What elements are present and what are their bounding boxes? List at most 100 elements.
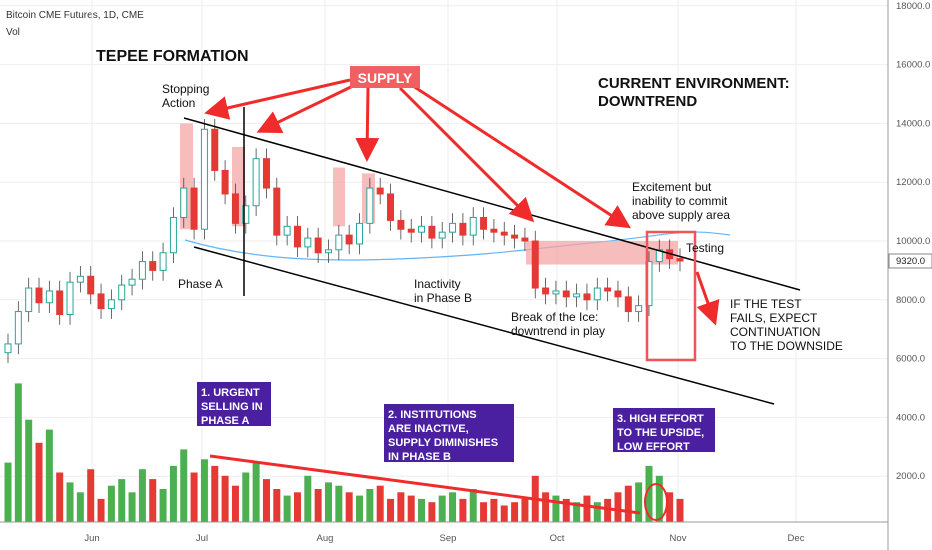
volume-bar [273,489,281,522]
volume-bar [262,479,270,522]
volume-bar [645,465,653,522]
tepee-title: TEPEE FORMATION [96,48,249,65]
candle-body [604,287,612,292]
lower-trendline [193,246,775,405]
volume-circle [644,483,668,521]
candle-body [25,287,33,313]
volume-bar [459,498,467,522]
candle-body [324,249,332,254]
volume-bar [500,505,508,522]
current-environment-text: DOWNTREND [598,93,697,110]
candle-body [66,281,74,316]
candle-body [562,290,570,298]
candle-body [200,128,208,230]
last-price-box [888,253,932,269]
volume-bar [655,475,663,522]
volume-bar [635,482,643,522]
red-arrow [695,271,720,326]
volume-bar [428,502,436,522]
volume-bar [397,492,405,522]
candle-body [366,187,374,224]
volume-bar [624,485,632,522]
red-arrow [398,86,535,223]
volume-bar [604,498,612,522]
x-tick-label: Jun [84,533,99,544]
volume-bar [221,475,229,522]
candle-body [128,278,136,286]
high-effort-box-text: LOW EFFORT [617,441,690,453]
candle-body [490,228,498,233]
candle-body [293,225,301,248]
candle-body [573,293,581,298]
volume-bar [242,472,250,522]
candle-body [252,158,260,207]
y-tick-label: 12000.0 [896,177,930,188]
trend-lines [183,107,801,515]
red-arrow [256,83,356,133]
volume-bar [356,495,364,522]
volume-bar [180,449,188,522]
volume-bar [490,498,498,522]
candle-body [138,261,146,280]
volume-bar [35,442,43,522]
volume-bar [573,502,581,522]
volume-bar [324,482,332,522]
candle-body [469,216,477,236]
candle-body [542,287,550,295]
volume-bar [366,489,374,522]
candle-body [190,187,198,230]
candle-body [449,222,457,233]
volume-bar [511,502,519,522]
candle-body [655,249,663,263]
candle-body [552,290,560,295]
institutions-box-text: 2. INSTITUTIONS [388,409,477,421]
supply-zone [526,241,678,265]
volume-bar [614,492,622,522]
volume-bar [211,465,219,522]
candle-body [438,231,446,239]
institutions-box-text: SUPPLY DIMINISHES [388,437,498,449]
urgent-selling-box-text: 1. URGENT [201,387,260,399]
candle-body [180,187,188,218]
institutions-box-bg [384,404,514,462]
volume-bar [149,479,157,522]
current-environment-text: CURRENT ENVIRONMENT: [598,75,790,92]
candle-body [335,234,343,251]
volume-bar [252,462,260,522]
volume-bars [4,383,684,522]
volume-bar [128,492,136,522]
candle-body [56,290,64,316]
x-tick-label: Nov [670,533,687,544]
x-tick-label: Dec [788,533,805,544]
candle-body [304,237,312,248]
break-ice-text: Break of the Ice: [511,310,598,324]
upper-trendline [183,117,801,291]
volume-bar [666,492,674,522]
candle-body [211,128,219,171]
volume-bar [469,489,477,522]
volume-bar [87,469,95,522]
volume-bar [56,472,64,522]
candle-body [500,231,508,236]
candle-body [262,158,270,189]
y-tick-label: 4000.0 [896,412,925,423]
candle-body [531,240,539,289]
candle-body [583,293,591,301]
candle-body [314,237,322,254]
candle-body [676,258,684,262]
volume-bar [45,429,53,522]
candle-body [149,261,157,271]
moving-average [184,231,731,261]
red-arrow [204,78,351,120]
volume-bar [542,492,550,522]
candle-body [169,216,177,254]
if-test-text: FAILS, EXPECT [730,311,818,325]
volume-trendline [209,454,641,515]
candle-body [87,275,95,295]
volume-bar [138,469,146,522]
y-tick-label: 8000.0 [896,295,925,306]
candle-body [387,193,395,221]
volume-bar [335,485,343,522]
